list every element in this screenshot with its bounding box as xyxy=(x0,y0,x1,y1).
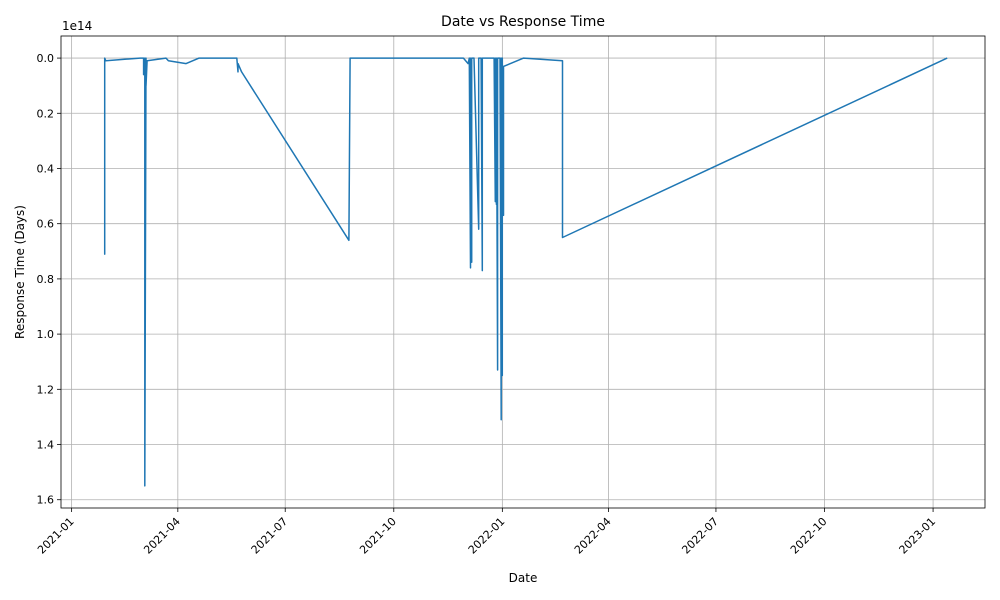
y-tick-label: 0.6 xyxy=(37,218,55,231)
x-tick-label: 2021-01 xyxy=(35,515,77,557)
plot-frame xyxy=(60,35,986,509)
x-tick-label: 2022-07 xyxy=(679,515,721,557)
y-axis-label: Response Time (Days) xyxy=(13,205,27,339)
y-tick-label: 1.6 xyxy=(37,494,55,507)
chart-title: Date vs Response Time xyxy=(441,14,605,30)
x-tick-label: 2023-01 xyxy=(897,515,939,557)
x-tick-label: 2022-10 xyxy=(788,515,830,557)
y-tick-label: 0.8 xyxy=(37,273,55,286)
y-axis-ticks: 0.0 0.2 0.4 0.6 0.8 1.0 1.2 1.4 1.6 xyxy=(37,52,61,507)
series-layer xyxy=(103,57,948,487)
x-tick-label: 2022-01 xyxy=(466,515,508,557)
series-line xyxy=(103,57,948,487)
x-tick-label: 2021-04 xyxy=(141,515,183,557)
y-tick-label: 1.2 xyxy=(37,383,55,396)
y-tick-label: 0.2 xyxy=(37,107,55,120)
y-offset-label: 1e14 xyxy=(62,19,92,33)
x-tick-label: 2022-04 xyxy=(572,515,614,557)
y-tick-label: 1.4 xyxy=(37,439,55,452)
x-axis-ticks: 2021-01 2021-04 2021-07 2021-10 2022-01 2022-… xyxy=(35,508,938,557)
x-axis-label: Date xyxy=(509,571,538,585)
y-tick-label: 1.0 xyxy=(37,328,55,341)
y-tick-label: 0.4 xyxy=(37,162,55,175)
x-tick-label: 2021-07 xyxy=(249,515,291,557)
y-tick-label: 0.0 xyxy=(37,52,55,65)
x-tick-label: 2021-10 xyxy=(357,515,399,557)
grid-lines xyxy=(61,36,985,508)
